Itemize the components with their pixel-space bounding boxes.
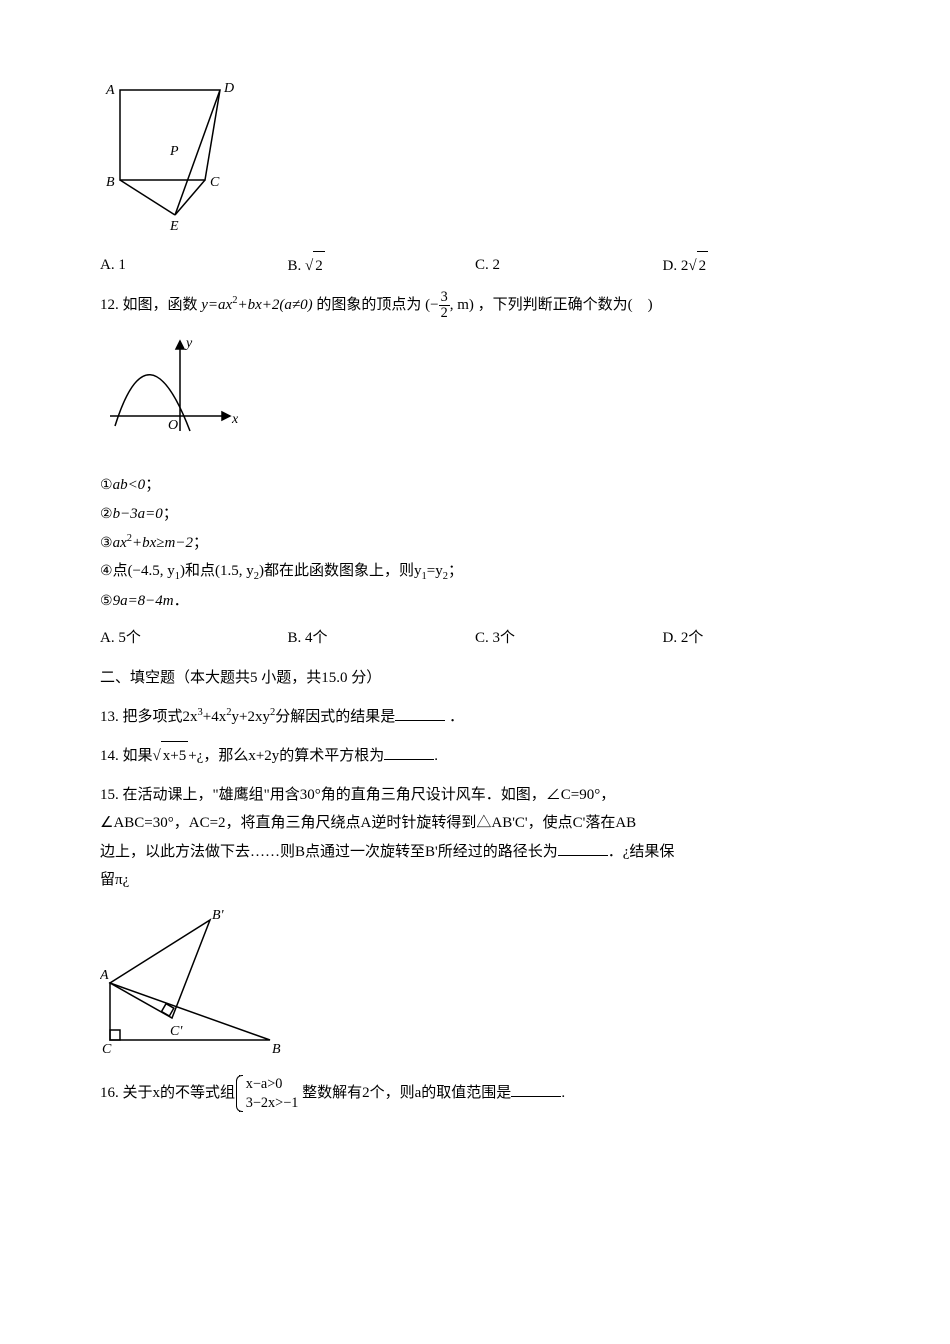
label-D: D bbox=[223, 81, 234, 96]
q12-stmt3: ③ax2+bx≥m−2； bbox=[100, 529, 850, 558]
label-x: x bbox=[231, 412, 239, 427]
label-O: O bbox=[168, 418, 178, 433]
q12-stmt2: ②b−3a=0； bbox=[100, 500, 850, 529]
q14: 14. 如果√x+5+¿，那么x+2y的算术平方根为. bbox=[100, 741, 850, 771]
label-A: A bbox=[105, 83, 115, 98]
q16-blank bbox=[511, 1081, 561, 1097]
label-C: C bbox=[210, 175, 220, 190]
q12-stmt1: ①ab<0； bbox=[100, 471, 850, 500]
q15-figure: C B A C' B' bbox=[100, 905, 850, 1066]
q12-stmt4: ④点(−4.5, y1)和点(1.5, y2)都在此函数图象上，则y1=y2； bbox=[100, 557, 850, 587]
label-Bp: B' bbox=[212, 908, 225, 923]
label-B: B bbox=[272, 1042, 281, 1055]
label-Cp: C' bbox=[170, 1024, 183, 1039]
q12-optC: C. 3个 bbox=[475, 624, 663, 653]
q13-blank bbox=[395, 705, 445, 721]
q12-optD: D. 2个 bbox=[663, 624, 851, 653]
label-C: C bbox=[102, 1042, 112, 1055]
q12-optA: A. 5个 bbox=[100, 624, 288, 653]
label-A: A bbox=[100, 968, 109, 983]
q13: 13. 把多项式2x3+4x2y+2xy2分解因式的结果是 ． bbox=[100, 703, 850, 732]
q12: 12. 如图，函数 y=ax2+bx+2(a≠0) 的图象的顶点为 (−32, … bbox=[100, 290, 850, 321]
q16-system: x−a>0 3−2x>−1 bbox=[239, 1075, 299, 1112]
q11-figure: A D B C E P bbox=[100, 70, 850, 241]
q11-options: A. 1 B. √2 C. 2 D. 2√2 bbox=[100, 251, 850, 281]
label-E: E bbox=[169, 219, 179, 230]
q12-optB: B. 4个 bbox=[288, 624, 476, 653]
q12-num: 12. bbox=[100, 297, 119, 313]
section2-title: 二、填空题（本大题共5 小题，共15.0 分） bbox=[100, 664, 850, 693]
q14-blank bbox=[384, 744, 434, 760]
q12-stmt5: ⑤9a=8−4m． bbox=[100, 587, 850, 616]
q11-optA: A. 1 bbox=[100, 251, 288, 281]
label-B: B bbox=[106, 175, 115, 190]
q11-optB: B. √2 bbox=[288, 251, 476, 281]
q15: 15. 在活动课上，"雄鹰组"用含30°角的直角三角尺设计风车．如图，∠C=90… bbox=[100, 781, 850, 895]
q12-figure: O x y bbox=[100, 331, 850, 462]
q11-optD: D. 2√2 bbox=[663, 251, 851, 281]
label-P: P bbox=[169, 144, 179, 159]
label-y: y bbox=[184, 336, 193, 351]
q12-options: A. 5个 B. 4个 C. 3个 D. 2个 bbox=[100, 624, 850, 653]
q16: 16. 关于x的不等式组 x−a>0 3−2x>−1 整数解有2个，则a的取值范… bbox=[100, 1075, 850, 1112]
q15-blank bbox=[558, 840, 608, 856]
q11-optC: C. 2 bbox=[475, 251, 663, 281]
